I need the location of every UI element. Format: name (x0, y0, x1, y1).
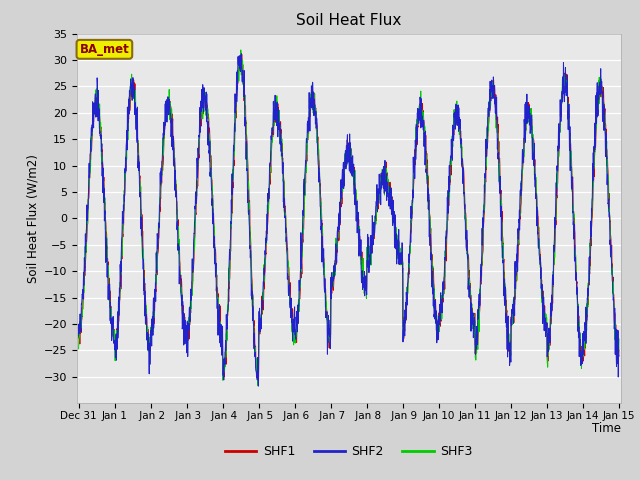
SHF2 (615, 353, 623, 359)
SHF2 (506, 339, 514, 345)
SHF2 (583, 317, 591, 323)
SHF3 (506, 344, 514, 350)
SHF3 (615, 336, 623, 342)
SHF2 (568, 186, 575, 192)
SHF3 (225, 277, 233, 283)
SHF1 (253, 375, 260, 381)
SHF1 (237, 50, 245, 56)
SHF2 (365, 234, 372, 240)
SHF1 (75, 323, 83, 329)
SHF2 (376, 189, 384, 195)
SHF1 (615, 348, 623, 353)
SHF1 (506, 348, 514, 354)
Line: SHF2: SHF2 (79, 54, 619, 386)
SHF3 (583, 327, 591, 333)
Title: Soil Heat Flux: Soil Heat Flux (296, 13, 401, 28)
X-axis label: Time: Time (592, 422, 621, 435)
SHF2 (225, 256, 233, 262)
SHF1 (225, 286, 233, 291)
Text: BA_met: BA_met (79, 43, 129, 56)
Legend: SHF1, SHF2, SHF3: SHF1, SHF2, SHF3 (220, 441, 477, 464)
SHF2 (255, 383, 262, 389)
SHF1 (376, 173, 384, 179)
SHF1 (568, 167, 575, 172)
SHF2 (75, 333, 83, 338)
SHF3 (365, 262, 372, 268)
SHF3 (237, 47, 244, 53)
Y-axis label: Soil Heat Flux (W/m2): Soil Heat Flux (W/m2) (26, 154, 40, 283)
SHF3 (376, 192, 384, 198)
Line: SHF1: SHF1 (79, 53, 619, 378)
SHF3 (75, 346, 83, 352)
SHF3 (568, 166, 575, 171)
SHF3 (254, 383, 262, 388)
SHF1 (583, 319, 591, 324)
SHF1 (365, 255, 372, 261)
Line: SHF3: SHF3 (79, 50, 619, 385)
SHF2 (237, 51, 245, 57)
